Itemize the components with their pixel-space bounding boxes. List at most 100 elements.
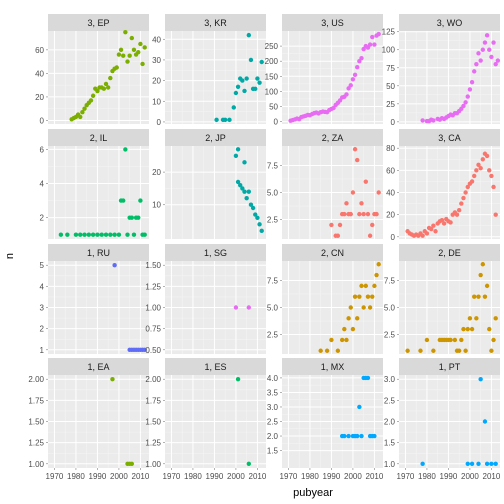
data-point xyxy=(491,184,496,190)
facet-panel: 1, PT 1.0 1.5 2.0 2.5 3.0 1970 1980 1990 2000 2010 xyxy=(384,358,501,481)
facet-strip-label: 2, CN xyxy=(321,248,344,258)
data-point xyxy=(493,461,498,466)
data-point xyxy=(487,168,492,173)
data-point xyxy=(346,433,351,439)
data-point xyxy=(108,232,113,237)
y-tick-label: 1.00 xyxy=(28,460,44,469)
data-point xyxy=(480,47,486,52)
data-point xyxy=(424,337,430,343)
data-point xyxy=(259,59,264,65)
facet-strip-label: 3, CA xyxy=(438,133,461,143)
y-tick-label: 50 xyxy=(269,102,278,111)
y-tick-label: 2 xyxy=(40,325,45,334)
facet-panel: 3, US 0 50 100 150 200 250 xyxy=(265,14,383,127)
data-point xyxy=(469,326,475,332)
y-tick-label: 1.0 xyxy=(384,460,396,469)
data-point xyxy=(484,153,490,159)
facet-panel: 1, ES 1.00 1.25 1.50 1.75 2.00 1970 1980 1990 200… xyxy=(145,358,267,481)
data-point xyxy=(233,153,239,158)
y-tick-label: 2.00 xyxy=(145,375,161,384)
data-point xyxy=(355,65,360,70)
data-point xyxy=(367,305,373,310)
data-point xyxy=(452,337,458,343)
data-point xyxy=(476,51,481,56)
data-point xyxy=(121,53,126,58)
y-tick-label: 0 xyxy=(391,118,396,127)
data-point xyxy=(463,100,468,105)
y-tick-label: 10 xyxy=(152,201,161,210)
data-point xyxy=(246,32,252,38)
data-point xyxy=(357,404,362,410)
data-point xyxy=(363,283,369,289)
y-tick-label: 200 xyxy=(265,57,279,66)
x-tick-label: 2000 xyxy=(344,472,362,481)
data-point xyxy=(365,375,371,381)
y-tick-label: 2.5 xyxy=(267,216,279,225)
data-point xyxy=(131,232,137,237)
x-tick-label: 1980 xyxy=(67,472,85,481)
y-tick-label: 1.50 xyxy=(145,418,161,427)
data-point xyxy=(114,65,119,70)
data-point xyxy=(142,232,147,237)
data-point xyxy=(248,57,254,63)
data-point xyxy=(433,229,438,234)
data-point xyxy=(376,190,381,195)
data-point xyxy=(361,211,366,217)
facet-panel: 3, EP 0 20 40 60 xyxy=(35,14,149,125)
data-point xyxy=(337,222,343,228)
x-tick-label: 1980 xyxy=(301,472,319,481)
y-tick-label: 60 xyxy=(386,166,395,175)
facet-strip-label: 1, SG xyxy=(204,248,227,258)
data-point xyxy=(342,211,347,217)
data-point xyxy=(78,114,83,120)
facet-strip xyxy=(399,129,500,146)
facet-strip xyxy=(48,358,149,375)
y-tick-label: 25 xyxy=(386,100,395,109)
data-point xyxy=(127,53,132,58)
data-point xyxy=(431,223,436,228)
data-point xyxy=(246,189,252,194)
data-point xyxy=(131,47,137,53)
facet-panel: 1, MX 1.5 2.0 2.5 3.0 3.5 4.0 1970 1980 1990 2000 2… xyxy=(267,358,384,481)
data-point xyxy=(95,232,100,237)
data-point xyxy=(118,47,124,53)
data-point xyxy=(352,147,358,152)
data-point xyxy=(472,173,477,179)
data-point xyxy=(461,326,466,332)
data-point xyxy=(235,179,241,185)
data-point xyxy=(257,80,262,85)
y-tick-label: 40 xyxy=(35,69,44,78)
data-point xyxy=(253,212,258,217)
facet-panel: 2, IL 2 4 6 xyxy=(40,129,149,239)
y-tick-label: 4 xyxy=(40,282,45,291)
y-tick-label: 1.25 xyxy=(28,439,44,448)
facet-strip xyxy=(399,358,500,375)
data-point xyxy=(476,162,481,168)
data-point xyxy=(344,201,349,206)
data-point xyxy=(335,348,341,353)
data-point xyxy=(474,61,479,67)
y-tick-label: 5.0 xyxy=(384,304,396,313)
data-point xyxy=(478,377,483,382)
x-tick-label: 1970 xyxy=(163,472,181,481)
data-point xyxy=(429,226,434,232)
data-point xyxy=(355,157,360,163)
facet-strip xyxy=(282,129,383,146)
data-point xyxy=(222,117,228,123)
data-point xyxy=(463,348,468,353)
facet-strip xyxy=(282,358,383,375)
data-point xyxy=(90,93,96,98)
data-point xyxy=(233,90,239,96)
data-point xyxy=(374,272,379,278)
facet-panel: 2, CN 2.5 5.0 7.5 xyxy=(267,244,383,354)
data-point xyxy=(123,29,128,35)
x-tick-label: 1980 xyxy=(184,472,202,481)
data-point xyxy=(246,461,252,466)
data-point xyxy=(350,326,356,332)
x-tick-label: 2000 xyxy=(110,472,128,481)
data-point xyxy=(214,117,219,123)
data-point xyxy=(136,215,141,220)
data-point xyxy=(476,461,481,466)
data-point xyxy=(420,461,425,466)
data-point xyxy=(484,33,490,38)
